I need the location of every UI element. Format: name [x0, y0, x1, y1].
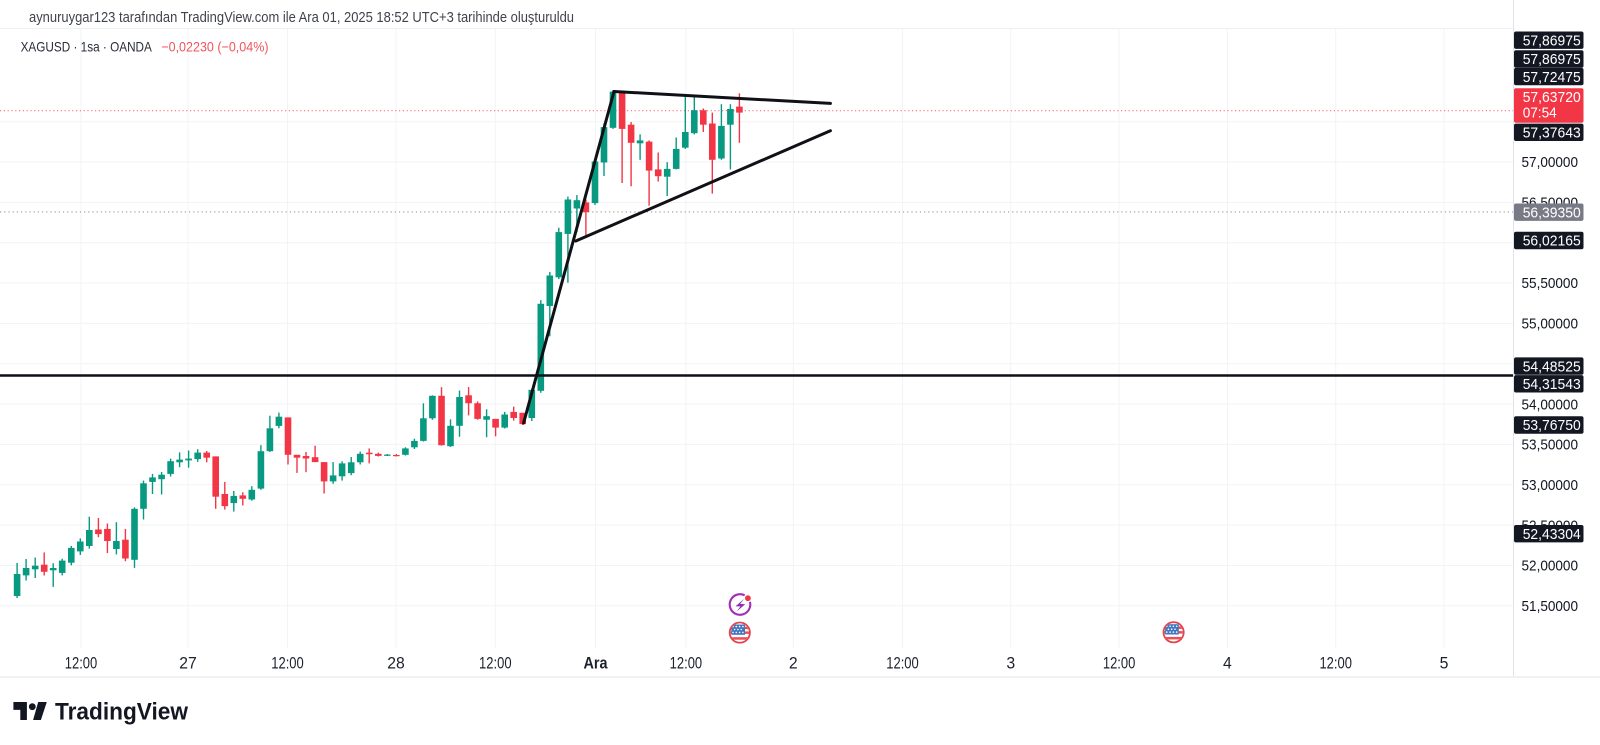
svg-text:12:00: 12:00: [670, 653, 703, 672]
svg-text:12:00: 12:00: [271, 653, 304, 672]
svg-text:aynuruygar123 tarafından Tradi: aynuruygar123 tarafından TradingView.com…: [29, 9, 574, 26]
svg-text:57,72475: 57,72475: [1523, 69, 1581, 86]
svg-text:12:00: 12:00: [1103, 653, 1136, 672]
svg-text:57,63720: 57,63720: [1523, 89, 1581, 106]
svg-text:57,00000: 57,00000: [1522, 154, 1579, 171]
svg-text:53,00000: 53,00000: [1522, 477, 1579, 494]
svg-text:12:00: 12:00: [886, 653, 919, 672]
svg-text:54,48525: 54,48525: [1523, 358, 1581, 375]
svg-text:56,02165: 56,02165: [1523, 233, 1581, 250]
svg-text:3: 3: [1006, 653, 1015, 672]
svg-text:51,50000: 51,50000: [1522, 598, 1579, 615]
svg-text:Ara: Ara: [584, 653, 608, 672]
svg-text:53,50000: 53,50000: [1522, 437, 1579, 454]
svg-text:12:00: 12:00: [1319, 653, 1352, 672]
svg-text:4: 4: [1223, 653, 1232, 672]
svg-text:−0,02230 (−0,04%): −0,02230 (−0,04%): [161, 39, 268, 55]
svg-text:57,86975: 57,86975: [1523, 51, 1581, 68]
svg-text:12:00: 12:00: [65, 653, 98, 672]
svg-text:56,39350: 56,39350: [1523, 204, 1581, 221]
svg-text:55,50000: 55,50000: [1522, 275, 1579, 292]
svg-text:12:00: 12:00: [479, 653, 512, 672]
svg-text:52,43304: 52,43304: [1523, 526, 1581, 543]
svg-text:XAGUSD · 1sa · OANDA: XAGUSD · 1sa · OANDA: [21, 39, 153, 55]
svg-text:07:54: 07:54: [1523, 105, 1557, 122]
svg-text:55,00000: 55,00000: [1522, 316, 1579, 333]
svg-text:54,00000: 54,00000: [1522, 396, 1579, 413]
svg-text:2: 2: [789, 653, 798, 672]
svg-text:5: 5: [1440, 653, 1449, 672]
svg-text:57,86975: 57,86975: [1523, 32, 1581, 49]
svg-text:28: 28: [387, 653, 405, 672]
svg-text:53,76750: 53,76750: [1523, 417, 1581, 434]
svg-text:54,31543: 54,31543: [1523, 376, 1581, 393]
svg-text:52,00000: 52,00000: [1522, 558, 1579, 575]
svg-text:TradingView: TradingView: [55, 699, 188, 726]
svg-text:57,37643: 57,37643: [1523, 125, 1581, 142]
svg-text:27: 27: [179, 653, 197, 672]
